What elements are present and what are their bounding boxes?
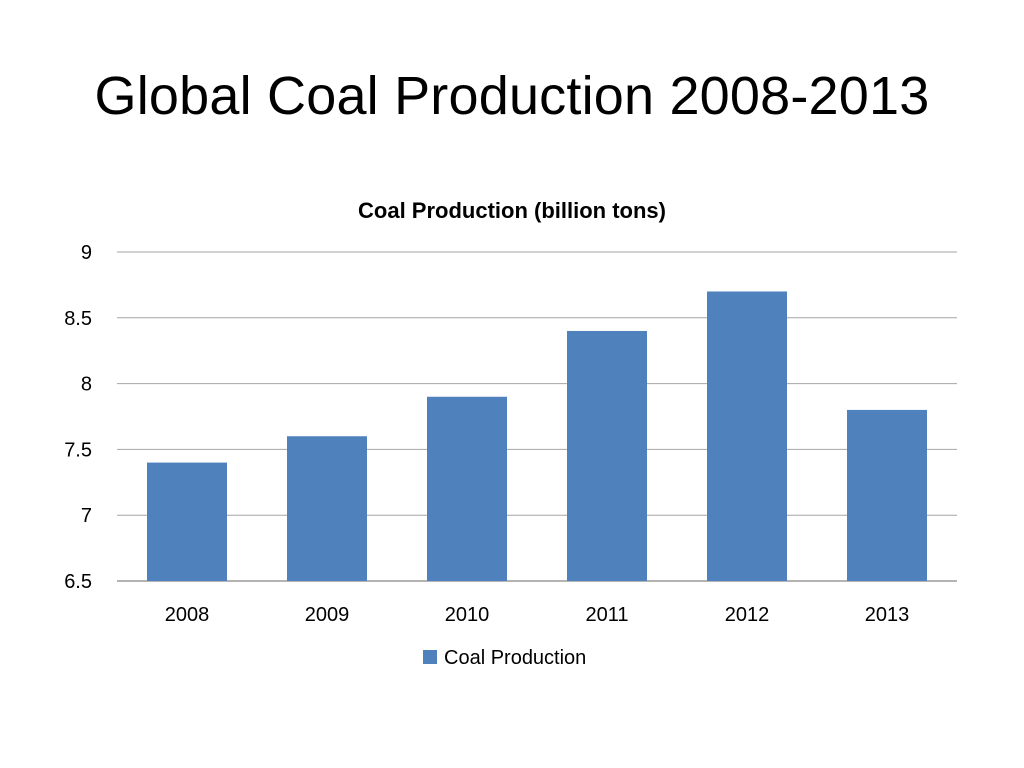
- y-tick-label: 8: [81, 374, 92, 396]
- x-tick-label: 2009: [305, 604, 350, 626]
- y-tick-label: 8.5: [64, 308, 92, 330]
- legend-swatch: [423, 650, 437, 664]
- bar-2009: [287, 436, 367, 581]
- bar-2012: [707, 291, 787, 581]
- y-tick-label: 6.5: [64, 571, 92, 593]
- bar-chart: Coal Production (billion tons) 6.5 7 7.5 8 8…: [64, 198, 957, 669]
- bars: [147, 291, 927, 581]
- x-tick-label: 2013: [865, 604, 910, 626]
- x-tick-label: 2008: [165, 604, 210, 626]
- x-tick-label: 2011: [585, 604, 628, 626]
- bar-2008: [147, 462, 227, 581]
- chart-title: Coal Production (billion tons): [358, 198, 666, 223]
- bar-2010: [427, 396, 507, 581]
- legend: Coal Production: [423, 647, 586, 669]
- y-axis-tick-labels: 6.5 7 7.5 8 8.5 9: [64, 242, 92, 593]
- x-tick-label: 2012: [725, 604, 770, 626]
- x-tick-label: 2010: [445, 604, 490, 626]
- legend-label: Coal Production: [444, 647, 586, 669]
- gridlines: [117, 251, 957, 582]
- slide-title: Global Coal Production 2008-2013: [94, 66, 930, 126]
- y-tick-label: 7.5: [64, 439, 92, 461]
- y-tick-label: 9: [81, 242, 92, 264]
- y-tick-label: 7: [81, 505, 92, 527]
- x-axis-tick-labels: 2008 2009 2010 2011 2012 2013: [165, 604, 910, 626]
- bar-2011: [567, 330, 647, 581]
- bar-2013: [847, 409, 927, 581]
